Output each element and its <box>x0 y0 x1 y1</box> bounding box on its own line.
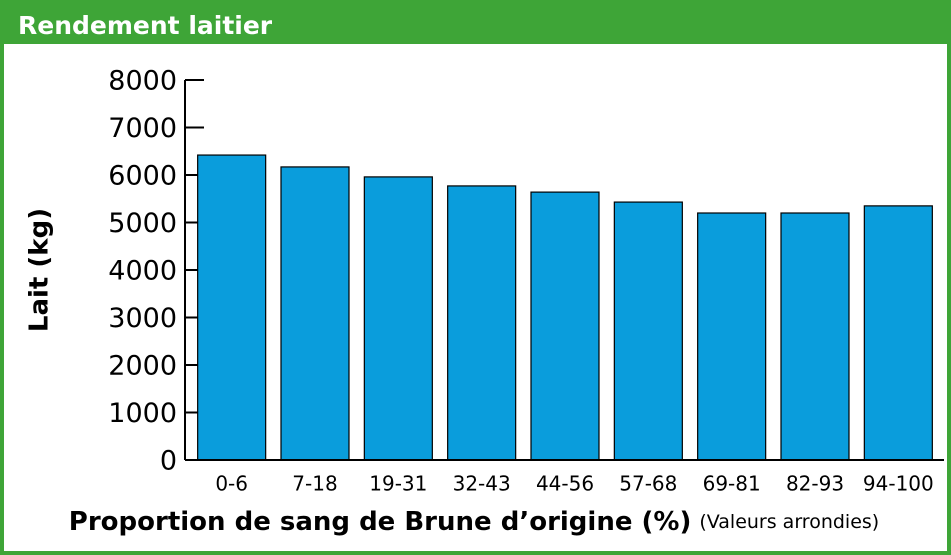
x-tick-label: 32-43 <box>453 472 511 496</box>
bar <box>863 205 933 461</box>
y-tick-label: 0 <box>160 446 177 477</box>
y-tick-label: 5000 <box>108 208 177 239</box>
bar <box>613 201 683 461</box>
y-tick-label: 7000 <box>108 113 177 144</box>
x-tick-label: 0-6 <box>215 472 248 496</box>
x-axis-label: Proportion de sang de Brune d’origine (%… <box>69 507 879 537</box>
x-tick-label: 57-68 <box>619 472 677 496</box>
x-axis-note: (Valeurs arrondies) <box>699 511 879 533</box>
y-tick-label: 1000 <box>108 398 177 429</box>
y-tick-label: 4000 <box>108 256 177 287</box>
y-tick-label: 8000 <box>108 66 177 97</box>
x-tick-label: 7-18 <box>292 472 337 496</box>
x-tick-label: 69-81 <box>703 472 761 496</box>
panel-title: Rendement laitier <box>4 0 947 44</box>
bar <box>780 212 850 461</box>
x-tick-label: 19-31 <box>369 472 427 496</box>
x-tick-label: 82-93 <box>786 472 844 496</box>
bar <box>697 212 767 461</box>
bar <box>280 166 350 461</box>
y-tick-label: 2000 <box>108 351 177 382</box>
bar <box>530 191 600 461</box>
x-tick-label: 44-56 <box>536 472 594 496</box>
x-axis-title: Proportion de sang de Brune d’origine (%… <box>69 507 692 537</box>
bar <box>197 154 267 461</box>
chart: Lait (kg) Proportion de sang de Brune d’… <box>25 66 944 537</box>
y-tick-label: 6000 <box>108 161 177 192</box>
x-tick-label: 94-100 <box>863 472 934 496</box>
y-axis-label: Lait (kg) <box>25 208 55 332</box>
bar <box>363 176 433 461</box>
bar <box>447 185 517 461</box>
y-tick-label: 3000 <box>108 303 177 334</box>
